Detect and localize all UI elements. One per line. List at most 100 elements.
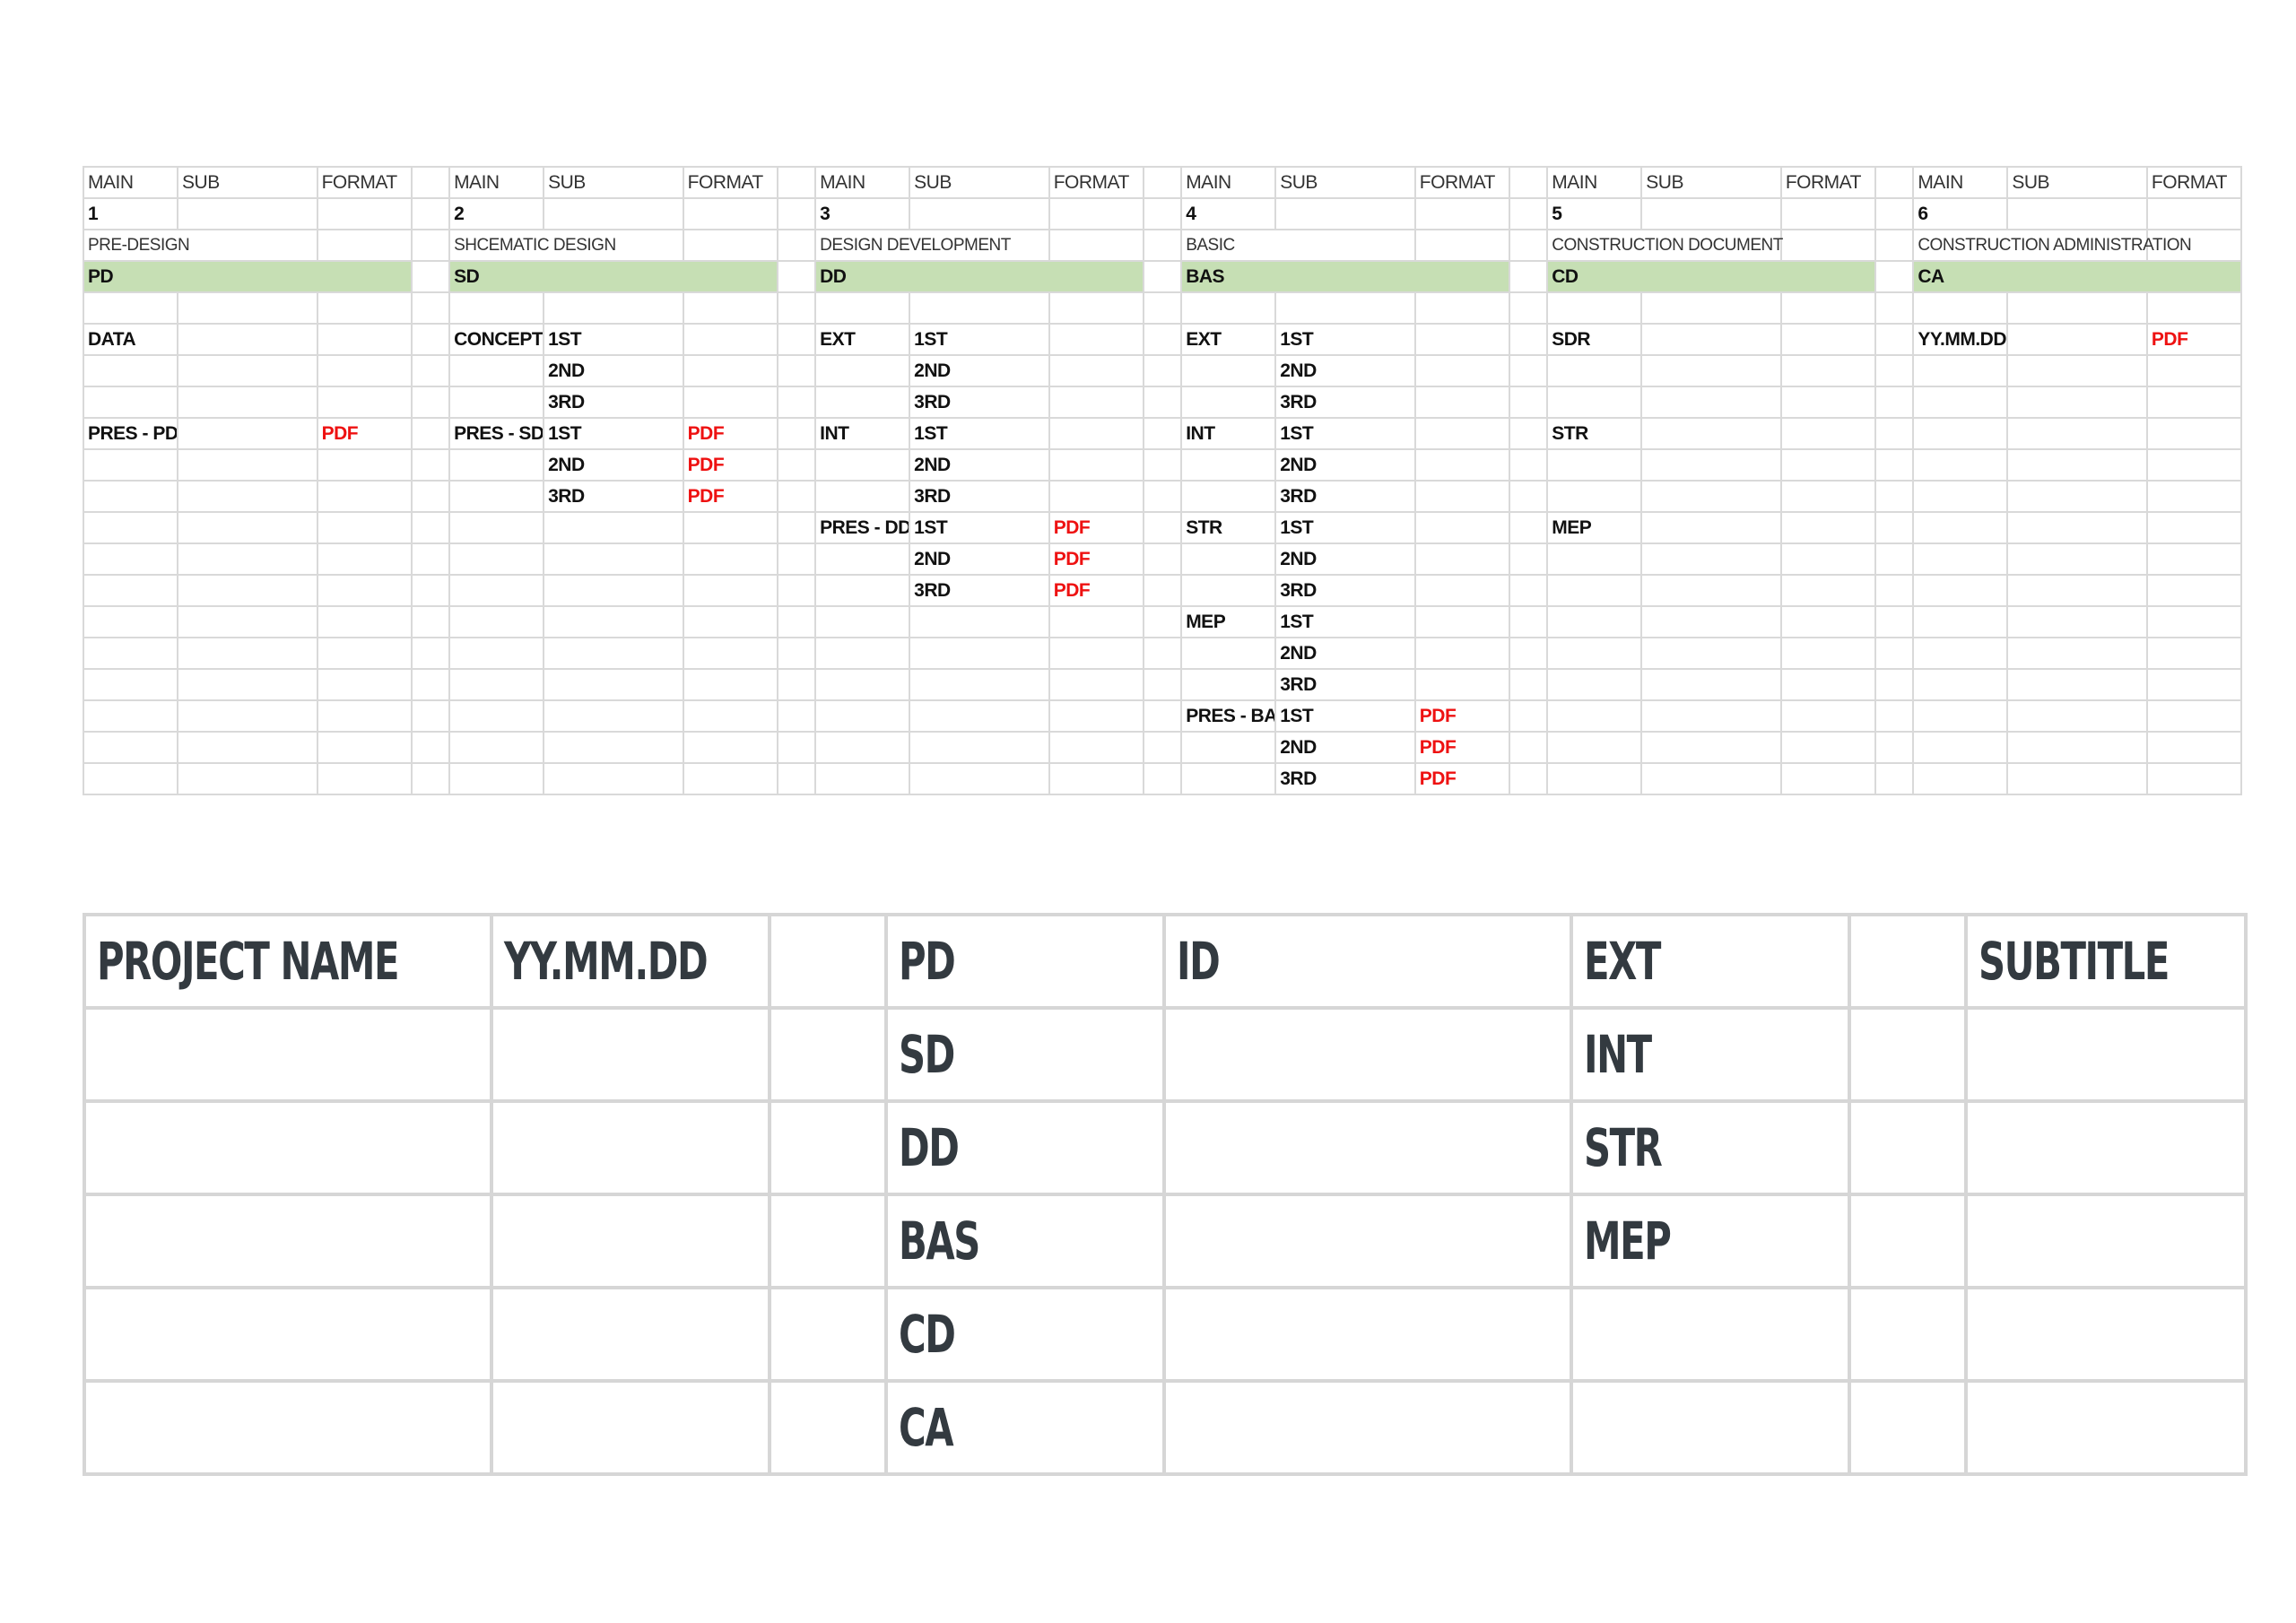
sub-cell[interactable]: 1ST	[1274, 417, 1416, 450]
sub-cell[interactable]	[543, 637, 684, 670]
column-header-sub[interactable]: SUB	[1274, 166, 1416, 199]
sub-cell[interactable]	[177, 323, 318, 356]
sub-cell[interactable]: 1ST	[1274, 323, 1416, 356]
naming-cell[interactable]	[490, 1193, 771, 1289]
format-cell[interactable]	[1048, 480, 1144, 513]
main-cell[interactable]: MEP	[1180, 605, 1277, 638]
stage-number[interactable]: 6	[1912, 197, 2009, 230]
main-cell[interactable]	[82, 574, 179, 607]
naming-cell[interactable]: ID	[1162, 913, 1573, 1010]
sub-cell[interactable]	[1640, 323, 1782, 356]
main-cell[interactable]	[814, 480, 911, 513]
sub-cell[interactable]	[543, 731, 684, 764]
sub-cell[interactable]	[2006, 574, 2148, 607]
format-cell[interactable]	[1048, 323, 1144, 356]
naming-cell[interactable]: YY.MM.DD	[490, 913, 771, 1010]
sub-cell[interactable]	[1640, 731, 1782, 764]
main-cell[interactable]: DATA	[82, 323, 179, 356]
sub-cell[interactable]	[177, 511, 318, 544]
sub-cell[interactable]	[2006, 291, 2148, 325]
stage-name[interactable]: SHCEMATIC DESIGN	[448, 229, 684, 262]
format-cell[interactable]	[2145, 386, 2243, 419]
sub-cell[interactable]	[543, 762, 684, 795]
main-cell[interactable]: STR	[1180, 511, 1277, 544]
main-cell[interactable]: PRES - PD	[82, 417, 179, 450]
format-cell[interactable]	[2145, 731, 2243, 764]
sub-cell[interactable]	[177, 354, 318, 387]
main-cell[interactable]	[1180, 448, 1277, 482]
stage-code[interactable]: CA	[1912, 260, 2242, 293]
main-cell[interactable]	[814, 291, 911, 325]
column-header-main[interactable]: MAIN	[82, 166, 179, 199]
naming-cell[interactable]	[1848, 1379, 1968, 1476]
format-cell[interactable]	[316, 354, 413, 387]
format-cell[interactable]	[682, 386, 778, 419]
format-cell[interactable]	[682, 637, 778, 670]
sub-cell[interactable]	[1640, 699, 1782, 733]
main-cell[interactable]	[1546, 386, 1643, 419]
format-cell[interactable]	[2145, 699, 2243, 733]
stage-code[interactable]: PD	[83, 260, 413, 293]
main-cell[interactable]	[1912, 574, 2009, 607]
stage-number[interactable]: 3	[814, 197, 911, 230]
sub-cell[interactable]	[2006, 448, 2148, 482]
format-cell[interactable]	[316, 448, 413, 482]
column-header-main[interactable]: MAIN	[1546, 166, 1643, 199]
column-header-format[interactable]: FORMAT	[316, 166, 413, 199]
sub-cell[interactable]	[2006, 511, 2148, 544]
stage-code[interactable]: BAS	[1180, 260, 1510, 293]
main-cell[interactable]	[1912, 542, 2009, 576]
column-header-main[interactable]: MAIN	[814, 166, 911, 199]
empty-cell[interactable]	[1413, 229, 1510, 262]
main-cell[interactable]	[1546, 699, 1643, 733]
main-cell[interactable]	[814, 731, 911, 764]
empty-cell[interactable]	[1048, 197, 1144, 230]
naming-cell[interactable]: CD	[884, 1286, 1166, 1383]
main-cell[interactable]	[1912, 417, 2009, 450]
main-cell[interactable]: PRES - DD	[814, 511, 911, 544]
naming-cell[interactable]	[768, 1099, 888, 1196]
sub-cell[interactable]	[543, 511, 684, 544]
format-cell[interactable]	[316, 731, 413, 764]
sub-cell[interactable]	[909, 762, 1050, 795]
column-header-sub[interactable]: SUB	[2006, 166, 2148, 199]
sub-cell[interactable]	[543, 542, 684, 576]
main-cell[interactable]	[448, 605, 545, 638]
main-cell[interactable]	[814, 637, 911, 670]
sub-cell[interactable]: 2ND	[1274, 731, 1416, 764]
format-cell[interactable]	[1413, 291, 1510, 325]
format-cell[interactable]	[1779, 448, 1876, 482]
format-cell[interactable]	[1779, 731, 1876, 764]
naming-cell[interactable]: MEP	[1570, 1193, 1851, 1289]
format-cell[interactable]	[1413, 448, 1510, 482]
main-cell[interactable]	[448, 762, 545, 795]
format-cell[interactable]	[2145, 480, 2243, 513]
sub-cell[interactable]: 2ND	[1274, 354, 1416, 387]
main-cell[interactable]	[1180, 386, 1277, 419]
empty-cell[interactable]	[2145, 197, 2243, 230]
naming-cell[interactable]	[1848, 1099, 1968, 1196]
main-cell[interactable]	[82, 448, 179, 482]
stage-number[interactable]: 2	[448, 197, 545, 230]
format-cell[interactable]	[316, 637, 413, 670]
main-cell[interactable]	[1912, 605, 2009, 638]
naming-cell[interactable]: INT	[1570, 1006, 1851, 1103]
main-cell[interactable]	[1546, 291, 1643, 325]
format-cell[interactable]	[316, 511, 413, 544]
main-cell[interactable]	[814, 699, 911, 733]
sub-cell[interactable]	[2006, 637, 2148, 670]
sub-cell[interactable]	[2006, 699, 2148, 733]
format-cell[interactable]	[2145, 637, 2243, 670]
sub-cell[interactable]	[543, 605, 684, 638]
sub-cell[interactable]	[1640, 480, 1782, 513]
sub-cell[interactable]	[909, 699, 1050, 733]
sub-cell[interactable]	[1640, 605, 1782, 638]
sub-cell[interactable]	[2006, 668, 2148, 701]
sub-cell[interactable]	[177, 605, 318, 638]
empty-cell[interactable]	[682, 229, 778, 262]
format-cell[interactable]: PDF	[2145, 323, 2243, 356]
naming-cell[interactable]	[768, 913, 888, 1010]
naming-cell[interactable]	[1964, 1379, 2248, 1476]
sub-cell[interactable]	[1274, 291, 1416, 325]
sub-cell[interactable]: 2ND	[909, 448, 1050, 482]
